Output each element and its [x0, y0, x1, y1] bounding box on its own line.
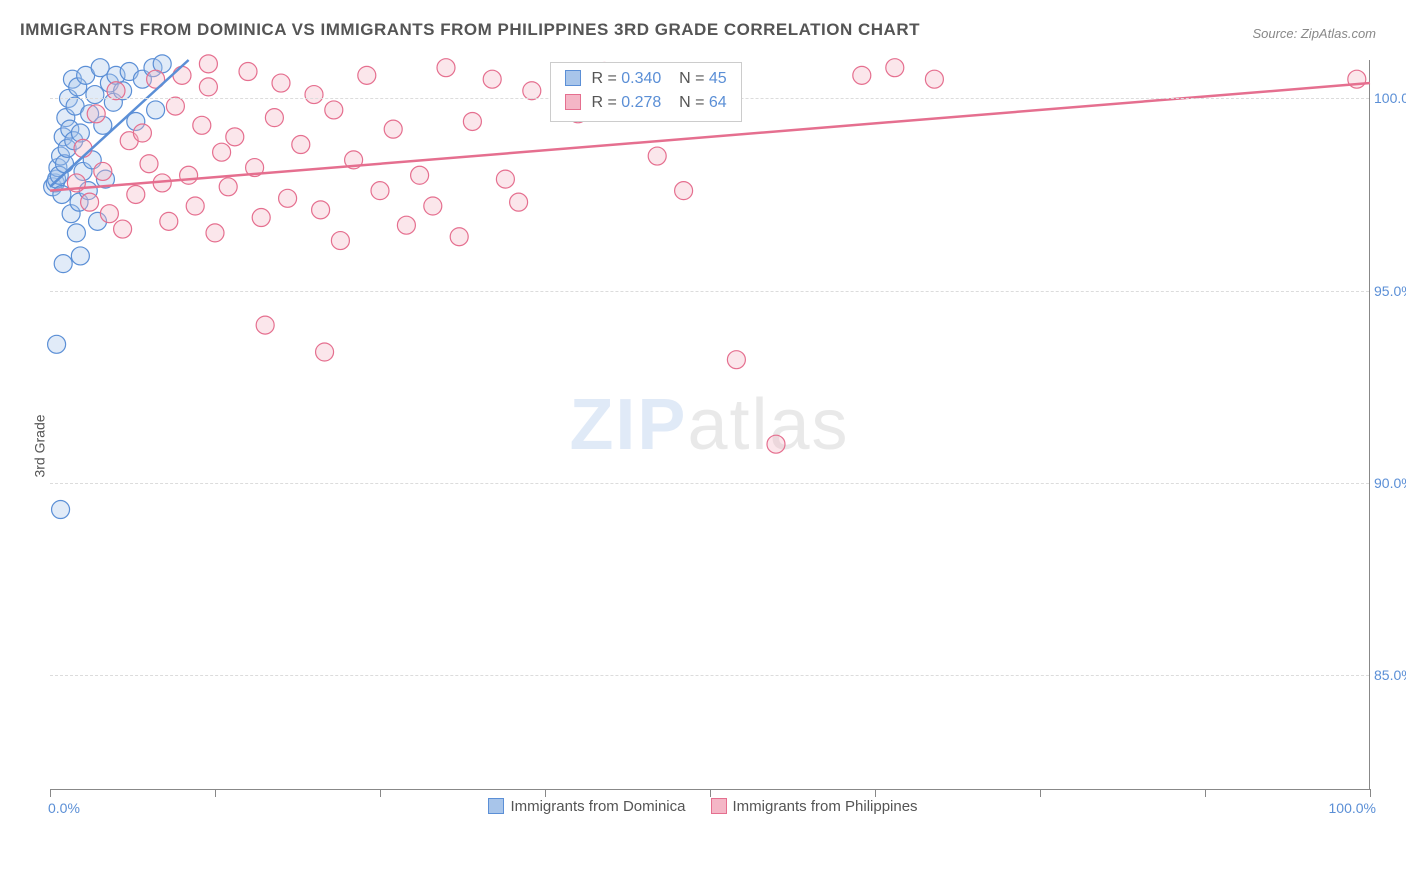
data-point — [239, 63, 257, 81]
data-point — [450, 228, 468, 246]
data-point — [87, 105, 105, 123]
data-point — [483, 70, 501, 88]
data-point — [523, 82, 541, 100]
x-tick — [50, 789, 51, 797]
data-point — [133, 124, 151, 142]
data-point — [265, 109, 283, 127]
data-point — [292, 136, 310, 154]
data-point — [54, 255, 72, 273]
data-point — [371, 182, 389, 200]
correlation-legend: R = 0.340 N = 45 R = 0.278 N = 64 — [550, 62, 742, 122]
data-point — [675, 182, 693, 200]
data-point — [86, 86, 104, 104]
legend-swatch — [565, 70, 581, 86]
y-tick-label: 85.0% — [1374, 667, 1406, 683]
y-axis-label: 3rd Grade — [32, 414, 48, 477]
gridline — [50, 291, 1369, 292]
x-tick — [380, 789, 381, 797]
scatter-plot-svg — [50, 60, 1369, 789]
bottom-legend: Immigrants from Dominica Immigrants from… — [0, 798, 1406, 815]
plot-area: ZIPatlas 85.0%90.0%95.0%100.0% — [50, 60, 1370, 790]
data-point — [252, 209, 270, 227]
chart-title: IMMIGRANTS FROM DOMINICA VS IMMIGRANTS F… — [20, 20, 920, 40]
data-point — [397, 216, 415, 234]
x-tick — [1040, 789, 1041, 797]
data-point — [437, 59, 455, 77]
x-tick — [875, 789, 876, 797]
data-point — [767, 435, 785, 453]
legend-swatch — [488, 798, 504, 814]
data-point — [127, 185, 145, 203]
legend-row: R = 0.278 N = 64 — [565, 91, 727, 115]
data-point — [107, 82, 125, 100]
data-point — [648, 147, 666, 165]
y-tick-label: 90.0% — [1374, 475, 1406, 491]
data-point — [272, 74, 290, 92]
data-point — [52, 501, 70, 519]
data-point — [147, 101, 165, 119]
data-point — [463, 112, 481, 130]
legend-swatch — [565, 94, 581, 110]
legend-swatch — [711, 798, 727, 814]
data-point — [312, 201, 330, 219]
gridline — [50, 483, 1369, 484]
data-point — [411, 166, 429, 184]
data-point — [496, 170, 514, 188]
data-point — [186, 197, 204, 215]
data-point — [256, 316, 274, 334]
data-point — [305, 86, 323, 104]
data-point — [67, 224, 85, 242]
data-point — [925, 70, 943, 88]
source-attribution: Source: ZipAtlas.com — [1252, 26, 1376, 41]
data-point — [114, 220, 132, 238]
data-point — [180, 166, 198, 184]
data-point — [226, 128, 244, 146]
x-tick — [710, 789, 711, 797]
data-point — [140, 155, 158, 173]
data-point — [94, 162, 112, 180]
data-point — [510, 193, 528, 211]
x-tick — [215, 789, 216, 797]
data-point — [173, 66, 191, 84]
x-tick — [1370, 789, 1371, 797]
data-point — [886, 59, 904, 77]
data-point — [219, 178, 237, 196]
legend-row: R = 0.340 N = 45 — [565, 67, 727, 91]
data-point — [199, 55, 217, 73]
data-point — [193, 116, 211, 134]
data-point — [71, 247, 89, 265]
data-point — [199, 78, 217, 96]
data-point — [160, 212, 178, 230]
data-point — [206, 224, 224, 242]
data-point — [358, 66, 376, 84]
legend-label: Immigrants from Philippines — [733, 798, 918, 815]
data-point — [279, 189, 297, 207]
data-point — [166, 97, 184, 115]
data-point — [331, 232, 349, 250]
data-point — [727, 351, 745, 369]
data-point — [48, 335, 66, 353]
legend-label: Immigrants from Dominica — [510, 798, 685, 815]
data-point — [384, 120, 402, 138]
data-point — [74, 139, 92, 157]
data-point — [213, 143, 231, 161]
data-point — [325, 101, 343, 119]
data-point — [316, 343, 334, 361]
y-tick-label: 100.0% — [1374, 90, 1406, 106]
data-point — [100, 205, 118, 223]
data-point — [81, 193, 99, 211]
y-tick-label: 95.0% — [1374, 283, 1406, 299]
data-point — [853, 66, 871, 84]
gridline — [50, 675, 1369, 676]
x-tick — [545, 789, 546, 797]
x-tick — [1205, 789, 1206, 797]
data-point — [424, 197, 442, 215]
